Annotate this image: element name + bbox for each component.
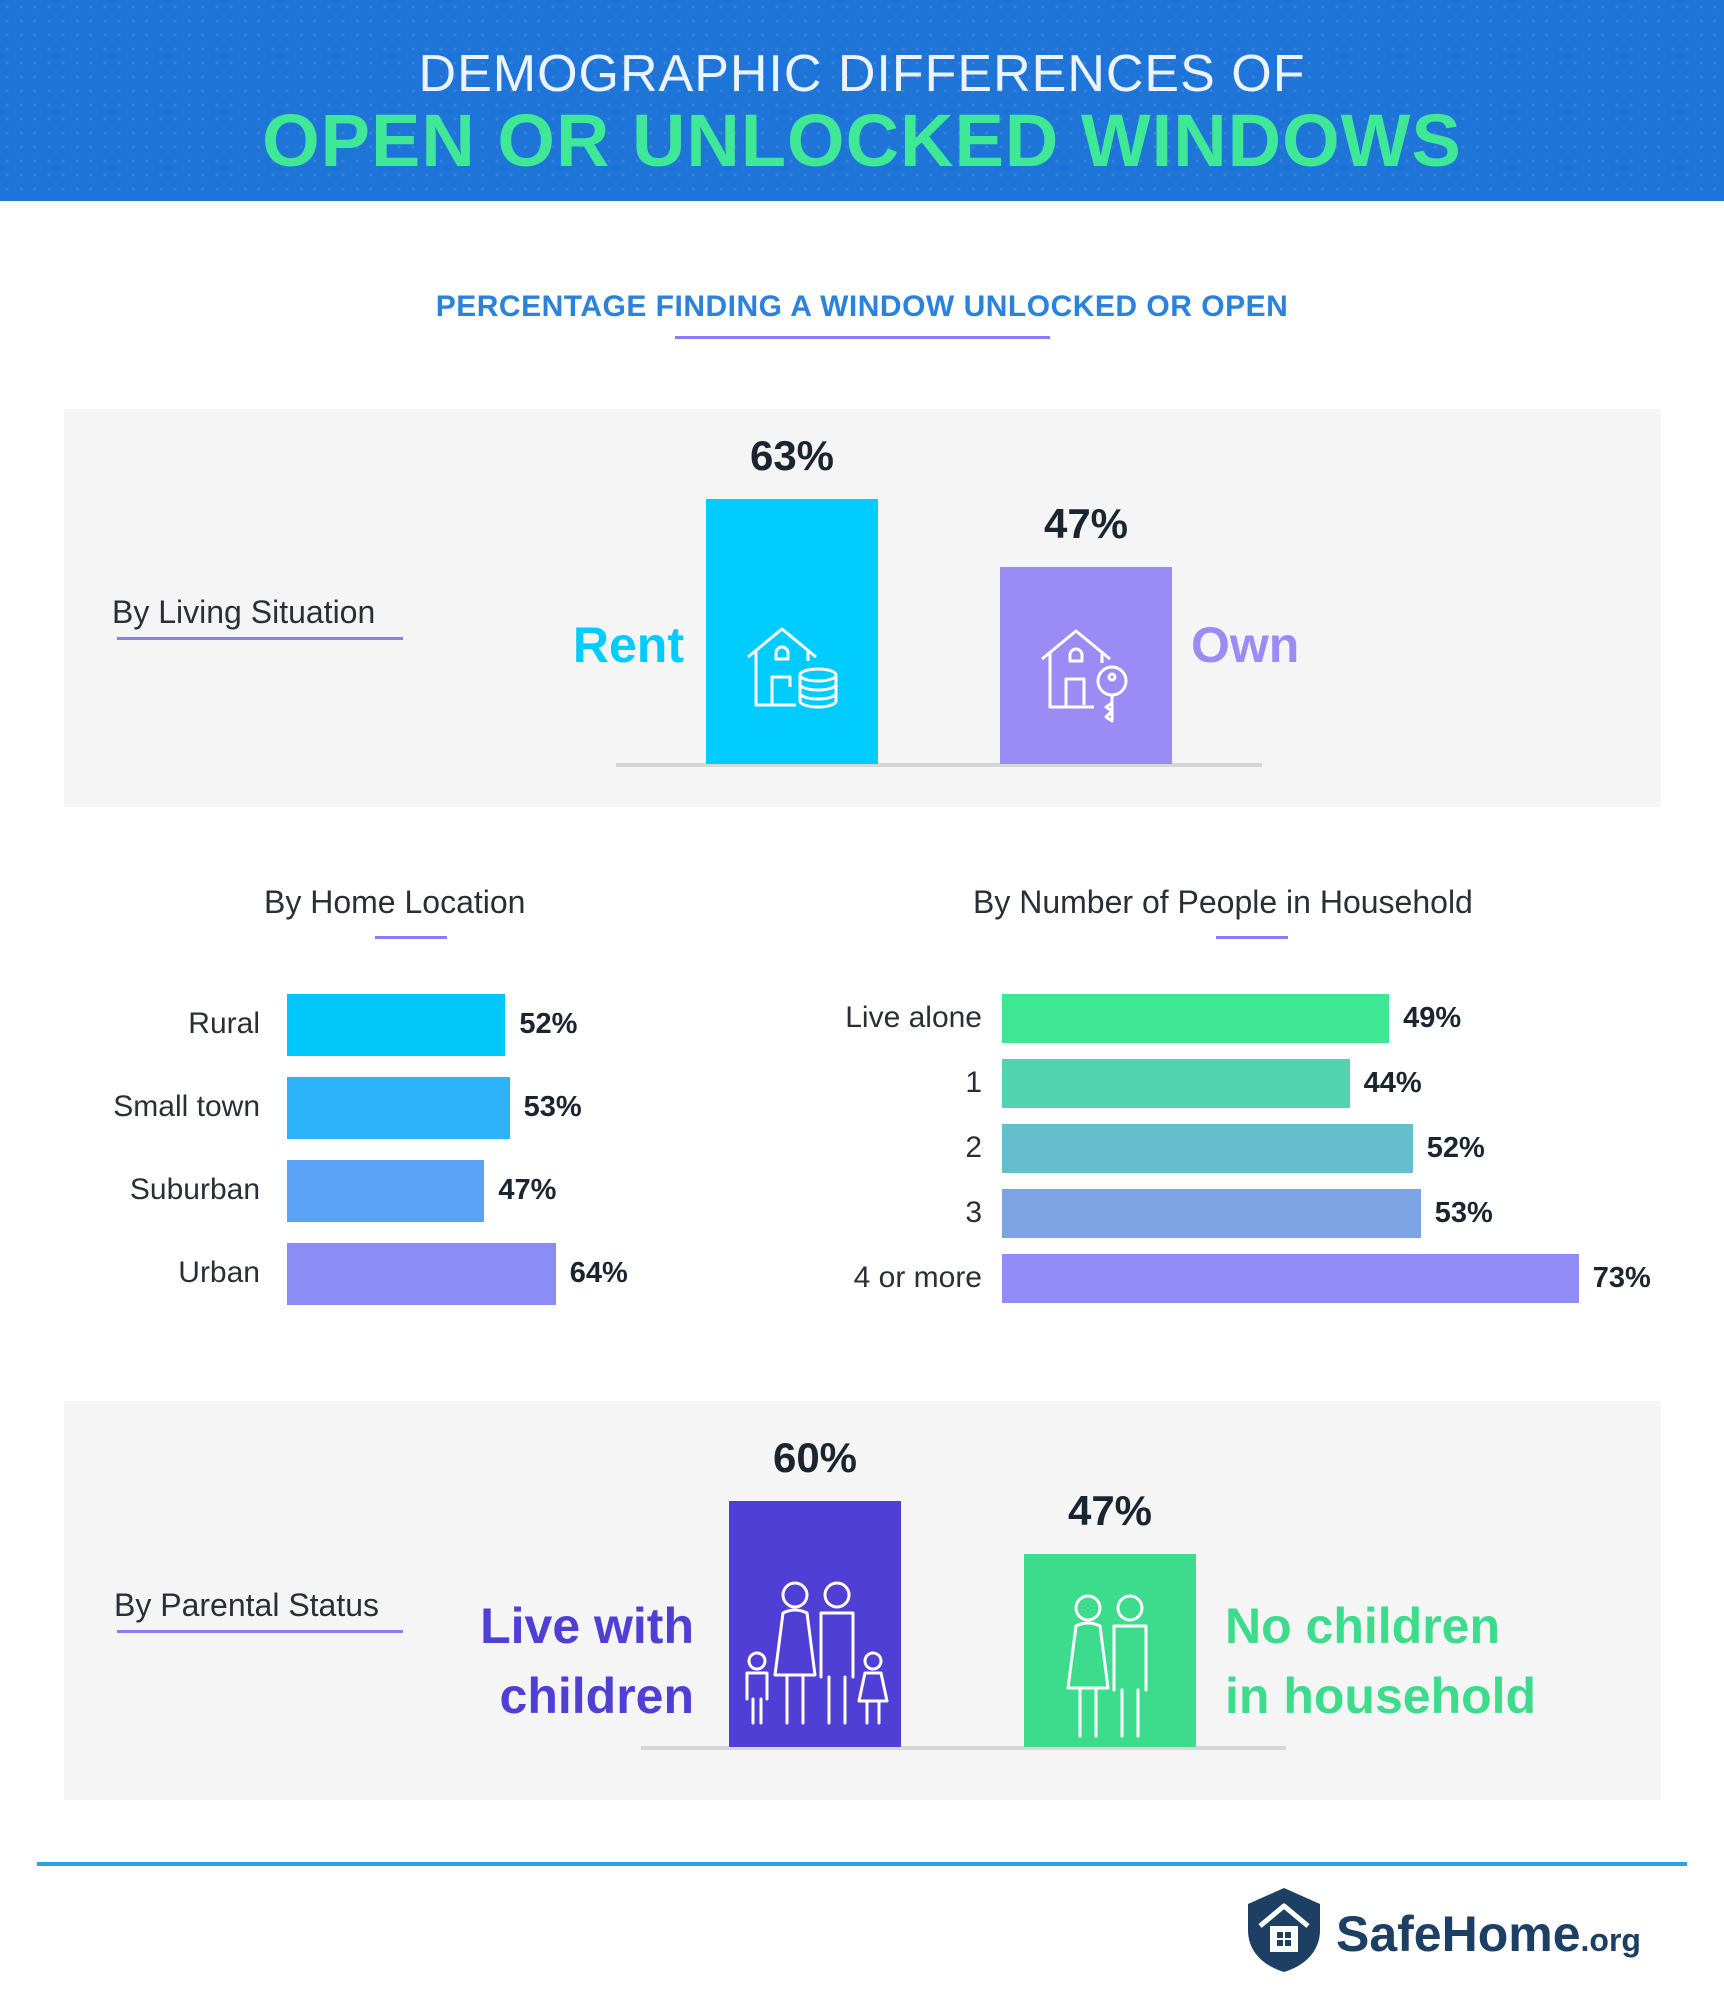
own-value: 47% [1043, 499, 1129, 547]
home-location-value: 52% [519, 1008, 578, 1040]
home-location-bar [287, 994, 506, 1056]
with-children-bar [729, 1501, 901, 1747]
brand-name: SafeHome [1336, 1906, 1581, 1962]
living-situation-underline [117, 637, 403, 640]
household-label: 2 [965, 1130, 982, 1164]
household-bar [1002, 1124, 1413, 1173]
rent-value: 63% [749, 432, 835, 480]
household-bar [1002, 1059, 1350, 1108]
household-bar [1002, 994, 1390, 1043]
household-value: 52% [1426, 1131, 1485, 1164]
own-label: Own [1191, 617, 1300, 673]
own-bar [1000, 566, 1172, 764]
no-children-bar [1024, 1554, 1196, 1747]
with-children-label: Live with children [400, 1591, 694, 1731]
brand-suffix: .org [1580, 1922, 1641, 1958]
home-location-value: 64% [569, 1257, 628, 1289]
subtitle-underline [675, 336, 1050, 339]
parental-baseline [641, 1746, 1286, 1750]
household-label: 1 [965, 1065, 982, 1099]
title-line-2: OPEN OR UNLOCKED WINDOWS [262, 99, 1462, 182]
household-value: 53% [1434, 1196, 1493, 1229]
rent-label: Rent [572, 617, 684, 673]
no-children-label-line1: No children [1225, 1598, 1501, 1654]
household-value: 49% [1403, 1001, 1462, 1034]
header-banner: DEMOGRAPHIC DIFFERENCES OF OPEN OR UNLOC… [0, 0, 1724, 201]
household-bar [1002, 1189, 1421, 1238]
home-location-bar [287, 1077, 510, 1139]
parental-status-title: By Parental Status [114, 1587, 380, 1623]
home-location-value: 53% [523, 1091, 582, 1123]
home-location-bar [287, 1160, 485, 1222]
household-value: 44% [1363, 1066, 1422, 1099]
home-location-label: Suburban [129, 1173, 260, 1206]
household-bar [1002, 1254, 1579, 1303]
home-location-label: Urban [178, 1256, 260, 1289]
house-key-icon [1041, 629, 1128, 723]
household-value: 73% [1592, 1261, 1651, 1294]
no-children-label-line2: in household [1225, 1668, 1537, 1724]
household-title: By Number of People in Household [973, 884, 1473, 920]
house-coins-icon [747, 627, 838, 709]
footer-rule [37, 1862, 1687, 1866]
living-baseline [616, 763, 1262, 767]
living-situation-title: By Living Situation [112, 594, 376, 630]
couple-icon [1066, 1594, 1148, 1738]
household-underline [1216, 936, 1288, 939]
household-label: Live alone [845, 1000, 982, 1034]
title-line-1: DEMOGRAPHIC DIFFERENCES OF [418, 45, 1306, 103]
household-label: 4 or more [853, 1260, 982, 1294]
household-label: 3 [965, 1195, 982, 1229]
no-children-value: 47% [1067, 1487, 1153, 1535]
safehome-shield-logo [1248, 1888, 1320, 1972]
home-location-underline [375, 936, 447, 939]
with-children-value: 60% [772, 1434, 858, 1481]
home-location-title: By Home Location [264, 884, 526, 920]
home-location-bar [287, 1243, 556, 1305]
family-icon [745, 1581, 889, 1725]
parental-status-underline [117, 1630, 403, 1633]
no-children-label: No children in household [1225, 1591, 1536, 1731]
chart-subtitle: PERCENTAGE FINDING A WINDOW UNLOCKED OR … [435, 290, 1289, 323]
rent-bar [706, 499, 878, 764]
with-children-label-line1: Live with [480, 1598, 694, 1654]
home-location-label: Rural [188, 1007, 260, 1040]
brand-wordmark: SafeHome.org [1336, 1905, 1641, 1963]
with-children-label-line2: children [499, 1668, 694, 1724]
home-location-value: 47% [498, 1174, 557, 1206]
home-location-label: Small town [113, 1090, 260, 1123]
